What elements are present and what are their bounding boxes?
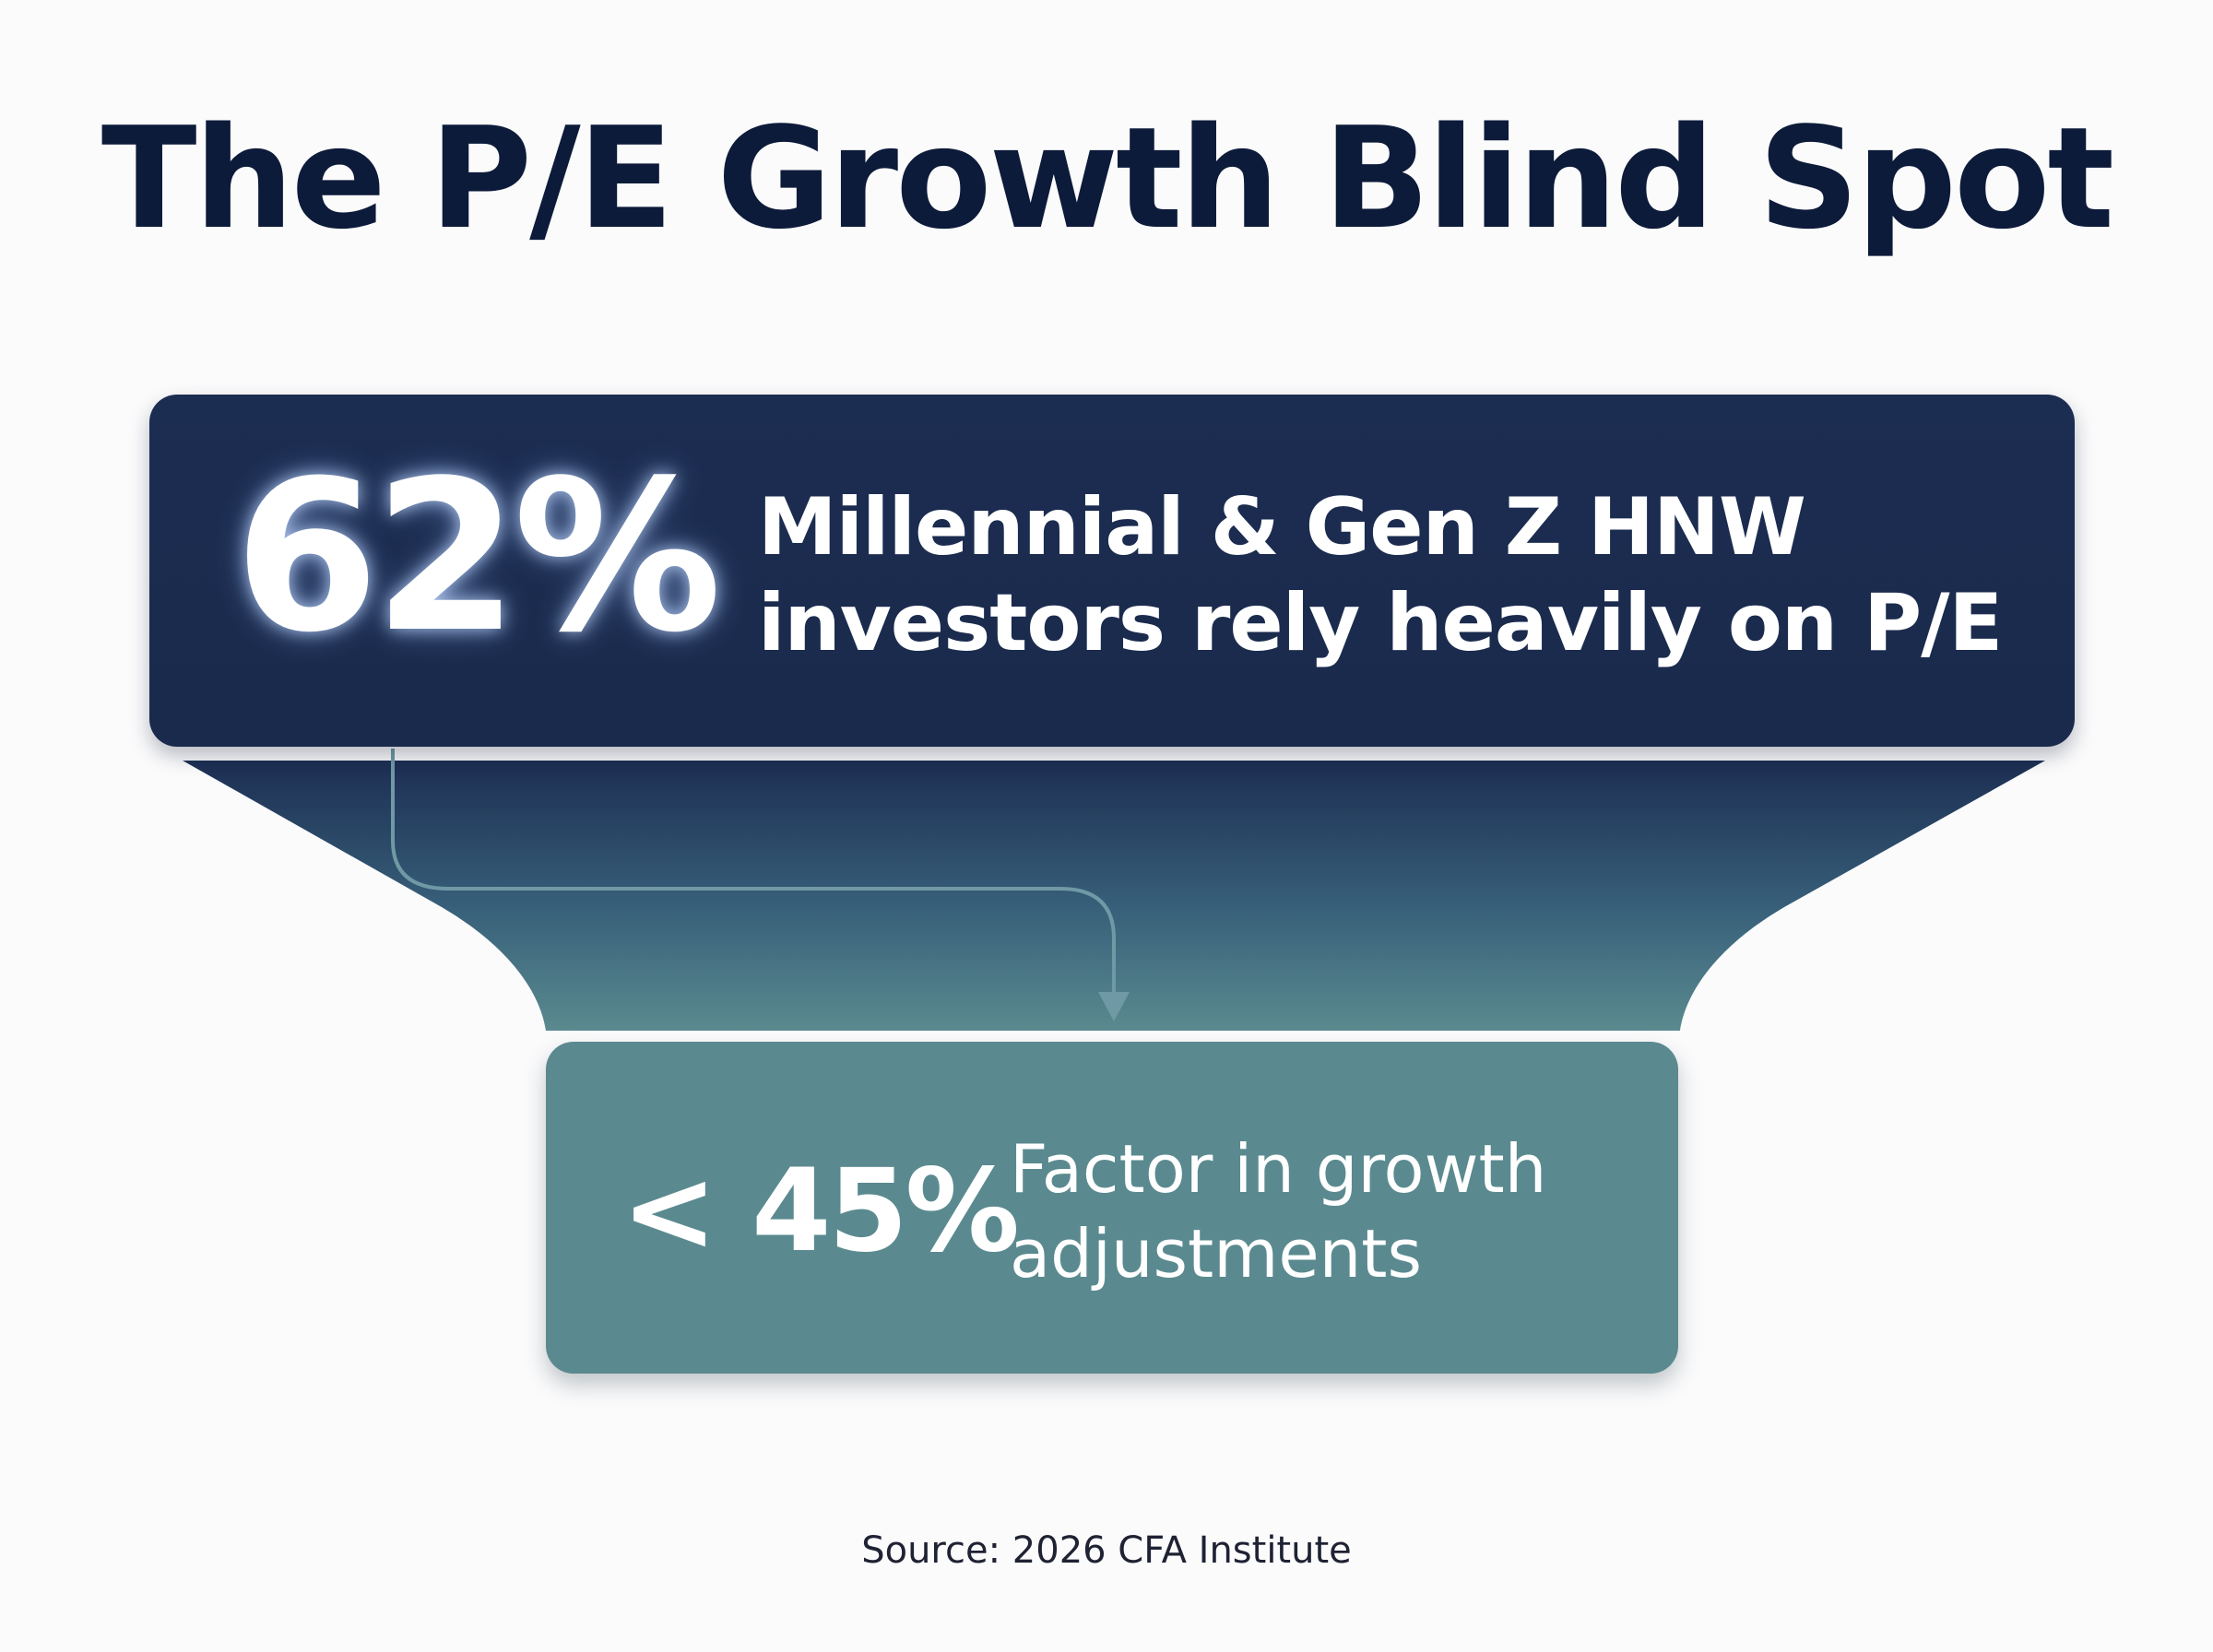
funnel-shape [183,761,2045,1031]
connector-line [391,749,1116,999]
top-stat-description: Millennial & Gen Z HNW investors rely he… [758,479,2030,671]
connector-arrow-icon [1098,992,1130,1021]
source-citation: Source: 2026 CFA Institute [861,1529,1352,1572]
top-stat-value: 62% [234,436,722,678]
bottom-stat-description-line-1: Factor in growth [1010,1130,1547,1208]
page-title: The P/E Growth Blind Spot [101,97,2114,260]
bottom-stat-description: Factor in growth adjustments [1010,1127,1655,1296]
bottom-stat-description-line-2: adjustments [1010,1215,1423,1292]
top-stat-card: 62% Millennial & Gen Z HNW investors rel… [149,395,2075,747]
bottom-stat-value: < 45% [621,1145,1020,1278]
top-stat-description-line-2: investors rely heavily on P/E [758,577,2003,669]
top-stat-description-line-1: Millennial & Gen Z HNW [758,481,1806,573]
bottom-stat-card: < 45% Factor in growth adjustments [546,1042,1678,1374]
